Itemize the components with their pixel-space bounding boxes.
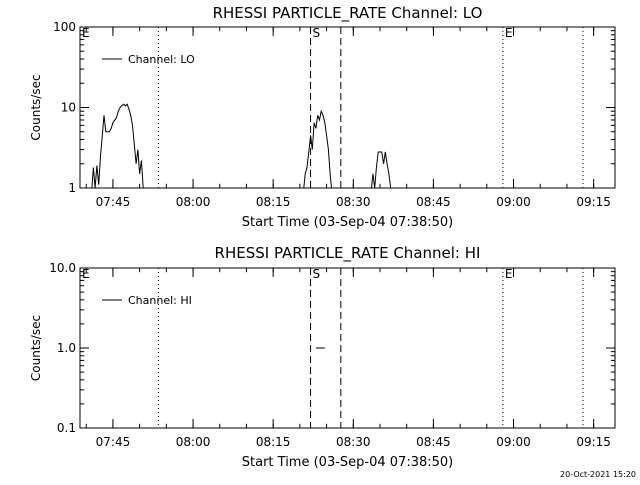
x-tick-label: 08:15 xyxy=(256,435,291,449)
x-tick-label: 07:45 xyxy=(96,195,131,209)
x-tick-label: 08:00 xyxy=(176,195,211,209)
event-marker-label: E xyxy=(505,267,513,281)
x-tick-label: 07:45 xyxy=(96,435,131,449)
x-tick-label: 09:00 xyxy=(496,195,531,209)
event-marker-label: E xyxy=(82,26,90,40)
x-tick-label: 09:15 xyxy=(576,435,611,449)
event-marker-label: S xyxy=(313,267,321,281)
x-tick-label: 09:00 xyxy=(496,435,531,449)
x-tick-label: 08:45 xyxy=(416,435,451,449)
event-marker-label: E xyxy=(505,26,513,40)
x-tick-label: 09:15 xyxy=(576,195,611,209)
data-series-line xyxy=(303,109,333,188)
event-marker-label: S xyxy=(313,26,321,40)
x-axis-label: Start Time (03-Sep-04 07:38:50) xyxy=(242,455,453,470)
chart-title: RHESSI PARTICLE_RATE Channel: HI xyxy=(215,244,481,263)
timestamp-footer: 20-Oct-2021 15:20 xyxy=(560,470,636,479)
plot-frame xyxy=(79,26,616,189)
legend-label: Channel: LO xyxy=(128,53,195,66)
x-tick-label: 08:30 xyxy=(336,435,371,449)
y-axis-label: Counts/sec xyxy=(29,315,43,381)
y-tick-label: 1.0 xyxy=(57,341,76,355)
event-marker-label: E xyxy=(82,267,90,281)
y-axis-label: Counts/sec xyxy=(29,74,43,140)
chart-title: RHESSI PARTICLE_RATE Channel: LO xyxy=(213,4,483,23)
y-tick-label: 100 xyxy=(53,20,76,34)
x-tick-label: 08:00 xyxy=(176,435,211,449)
legend-label: Channel: HI xyxy=(128,294,192,307)
data-series-line xyxy=(91,103,144,188)
x-axis-label: Start Time (03-Sep-04 07:38:50) xyxy=(242,215,453,230)
x-tick-label: 08:30 xyxy=(336,195,371,209)
data-series-line xyxy=(370,151,392,188)
y-tick-label: 0.1 xyxy=(57,421,76,435)
x-tick-label: 08:45 xyxy=(416,195,451,209)
y-tick-label: 1 xyxy=(68,181,76,195)
plot-frame xyxy=(79,267,616,429)
y-tick-label: 10 xyxy=(61,101,76,115)
y-tick-label: 10.0 xyxy=(49,261,76,275)
x-tick-label: 08:15 xyxy=(256,195,291,209)
